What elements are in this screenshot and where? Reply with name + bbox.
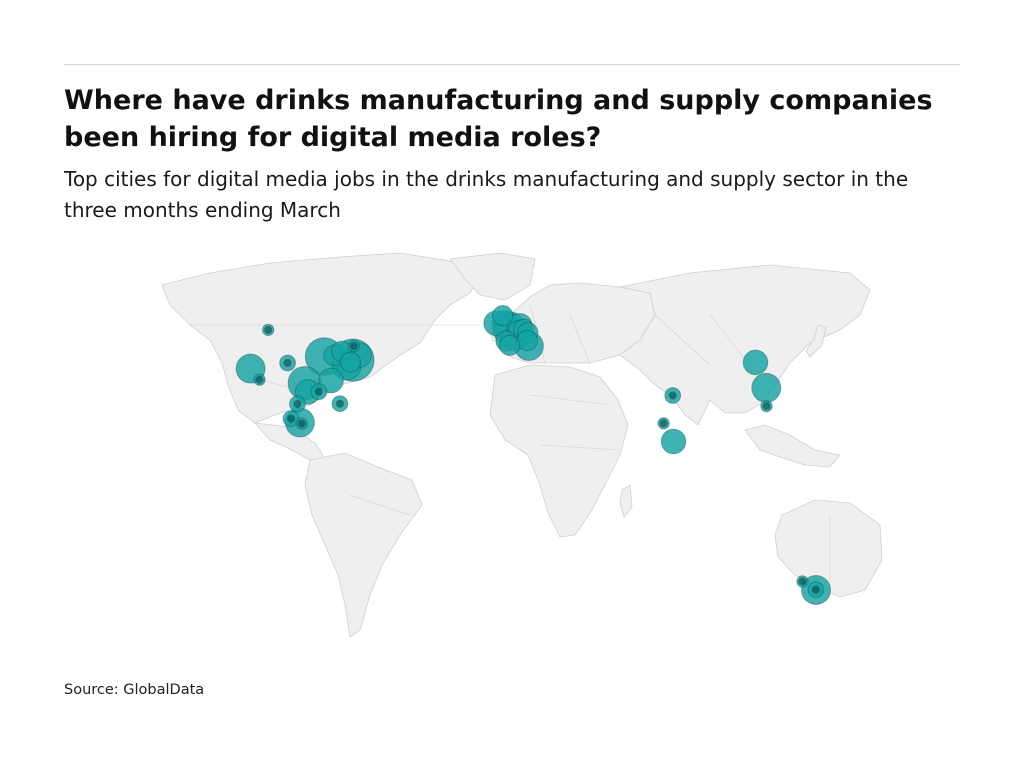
world-map xyxy=(161,252,883,638)
landmass-southeast-asia xyxy=(744,424,841,468)
top-divider xyxy=(64,64,960,65)
city-bubble-core xyxy=(349,342,358,350)
city-bubble xyxy=(516,329,538,352)
landmass-asia xyxy=(619,264,871,426)
city-bubble-core xyxy=(335,399,344,408)
city-bubbles xyxy=(235,305,831,605)
source-note: Source: GlobalData xyxy=(64,682,205,698)
country-borders xyxy=(190,304,831,595)
city-bubble xyxy=(751,372,782,403)
city-bubble-core xyxy=(668,391,677,400)
city-bubble-core xyxy=(255,375,264,384)
city-bubble-core xyxy=(283,359,292,367)
city-bubble xyxy=(660,428,687,455)
city-bubble-core xyxy=(287,414,295,423)
city-bubble-core xyxy=(762,402,771,411)
land-layer xyxy=(161,252,883,638)
city-bubble xyxy=(492,305,514,327)
city-bubble-core xyxy=(297,419,306,428)
chart-title: Where have drinks manufacturing and supp… xyxy=(64,85,933,153)
city-bubble xyxy=(742,349,769,376)
city-bubble-core xyxy=(811,585,820,594)
landmass-greenland xyxy=(449,252,536,301)
landmass-japan xyxy=(805,324,827,358)
landmass-south-america xyxy=(304,452,423,638)
city-bubble xyxy=(499,334,521,357)
city-bubble-core xyxy=(798,577,807,586)
landmass-africa xyxy=(489,364,629,538)
city-bubble-core xyxy=(314,387,323,396)
chart-subtitle: Top cities for digital media jobs in the… xyxy=(64,167,909,222)
landmass-madagascar xyxy=(619,484,633,518)
city-bubble-core xyxy=(659,419,668,428)
city-bubble-core xyxy=(264,325,273,334)
landmass-australia xyxy=(774,499,883,598)
city-bubble-core xyxy=(293,400,302,408)
city-bubble xyxy=(339,351,361,373)
